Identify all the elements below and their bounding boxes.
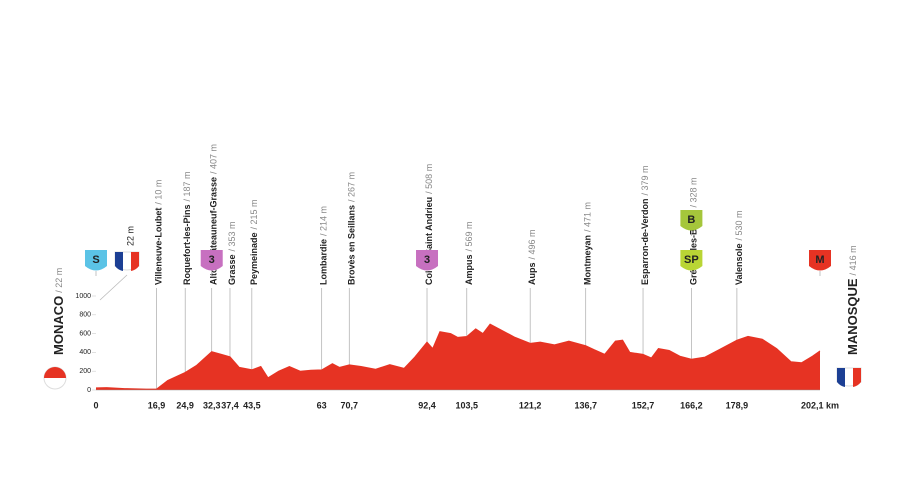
start-label: MONACO / 22 m [51,268,66,355]
waypoint-name: Lombardie [319,239,329,285]
monaco-flag [43,366,67,390]
waypoint-name: Col de Saint Andrieu [424,197,434,285]
finish-label: MANOSQUE / 416 m [845,245,860,355]
badge-label: 3 [424,254,430,266]
x-tick-label: 121,2 [519,400,542,410]
waypoint-label: Roquefort-les-Pins / 187 m [183,171,193,285]
waypoint-elevation: / 267 m [347,172,357,202]
waypoint-label: Montmeyan / 471 m [583,202,593,285]
x-tick-label: 63 [317,400,327,410]
x-tick-label: 202,1 km [801,400,839,410]
x-tick-label: 70,7 [341,400,359,410]
waypoint-elevation: / 407 m [209,144,219,174]
x-tick-label: 0 [93,400,98,410]
waypoint-label: Col de Saint Andrieu / 508 m [424,164,434,285]
waypoint-label: Lombardie / 214 m [319,206,329,285]
waypoint-label: Brovès en Seillans / 267 m [347,172,357,285]
y-tick-label: 0 [87,387,91,394]
waypoint-elevation: / 187 m [183,171,193,201]
x-tick-label: 166,2 [680,400,703,410]
waypoint-elevation: / 496 m [528,229,538,259]
waypoint-elevation: / 379 m [640,165,650,195]
waypoint-name: Roquefort-les-Pins [183,204,193,285]
waypoint-elevation: / 10 m [154,180,164,205]
waypoint-name: Grasse [227,254,237,285]
waypoint-name: Esparron-de-Verdon [640,198,650,285]
x-tick-label: 16,9 [148,400,166,410]
x-tick-label: 37,4 [221,400,239,410]
x-tick-label: 103,5 [456,400,479,410]
waypoint-label: Ampus / 569 m [464,221,474,285]
sprint-elevation: 22 m [125,226,135,246]
badge-label: M [815,254,824,266]
profile-area [96,324,820,390]
badge-label: S [92,254,99,266]
badge-shape [809,250,831,271]
x-tick-label: 152,7 [632,400,655,410]
waypoint-label: Esparron-de-Verdon / 379 m [640,165,650,285]
waypoint-name: Peymeinade [249,232,259,285]
x-tick-label: 136,7 [574,400,597,410]
badge-shape [85,250,107,271]
waypoint-name: Valensole [734,243,744,285]
badge-shape [200,250,223,271]
waypoint-elevation: / 569 m [464,221,474,251]
x-tick-label: 43,5 [243,400,261,410]
y-tick-label: 400 [79,349,91,356]
waypoint-elevation: / 353 m [227,221,237,251]
waypoint-elevation: / 215 m [249,199,259,229]
waypoint-elevation: / 328 m [689,177,699,207]
sprint-connector [99,274,128,301]
x-tick-label: 24,9 [176,400,194,410]
badge-label: B [687,214,695,226]
waypoint-elevation: / 214 m [319,206,329,236]
start-elevation: / 22 m [54,268,64,293]
waypoint-name: Ampus [464,254,474,285]
badge-shape [680,210,703,231]
waypoint-label: Peymeinade / 215 m [249,199,259,285]
waypoint-label: Alto Châteauneuf-Grasse / 407 m [209,144,219,285]
badge-label: SP [684,254,699,266]
finish-name: MANOSQUE [845,278,860,355]
waypoint-label: Gréoux-les-Bains / 328 m [689,177,699,285]
waypoint-elevation: / 471 m [583,202,593,232]
waypoint-label: Villeneuve-Loubet / 10 m [154,180,164,285]
waypoint-name: Aups [528,263,538,286]
waypoint-label: Valensole / 530 m [734,210,744,285]
finish-elevation: / 416 m [848,245,858,275]
waypoint-label: Aups / 496 m [528,229,538,285]
waypoint-label: Grasse / 353 m [227,221,237,285]
y-tick-label: 600 [79,330,91,337]
waypoint-name: Villeneuve-Loubet [154,208,164,285]
waypoint-name: Montmeyan [583,235,593,285]
badge-shape [416,250,439,271]
waypoint-name: Brovès en Seillans [347,205,357,285]
france-flag-finish [836,367,862,387]
waypoint-elevation: / 508 m [424,164,434,194]
profile-line [95,323,821,390]
start-name: MONACO [51,296,66,355]
france-flag-sprint [114,251,140,271]
x-tick-label: 32,3 [203,400,221,410]
badge-shape [680,250,703,271]
badge-label: 3 [209,254,215,266]
waypoint-name: Gréoux-les-Bains [689,210,699,285]
y-tick-label: 1000 [75,293,91,300]
y-tick-label: 800 [79,312,91,319]
x-tick-label: 92,4 [418,400,436,410]
y-tick-label: 200 [79,368,91,375]
waypoint-elevation: / 530 m [734,210,744,240]
waypoint-name: Alto Châteauneuf-Grasse [209,177,219,285]
x-tick-label: 178,9 [726,400,749,410]
